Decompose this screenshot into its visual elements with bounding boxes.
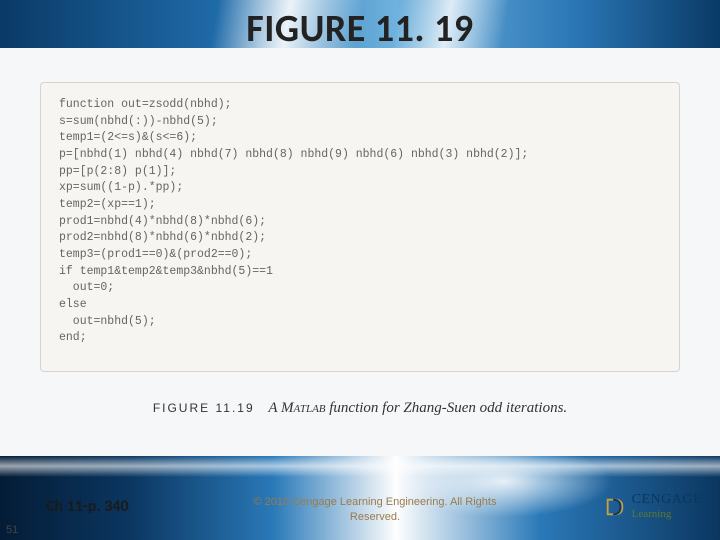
publisher-logo: CENGAGE Learning <box>604 493 702 520</box>
caption-matlab: Matlab <box>281 400 325 416</box>
chapter-reference: Ch 11-p. 340 <box>46 497 129 516</box>
code-panel: function out=zsodd(nbhd); s=sum(nbhd(:))… <box>40 82 680 372</box>
caption-rest: function for Zhang-Suen odd iterations. <box>326 400 568 416</box>
slide-title: FIGURE 11. 19 <box>0 6 720 52</box>
caption-prefix: A <box>268 400 281 416</box>
slide-number: 51 <box>6 524 18 536</box>
slide: FIGURE 11. 19 function out=zsodd(nbhd); … <box>0 0 720 540</box>
logo-brand: CENGAGE <box>632 492 702 507</box>
logo-icon <box>604 496 626 518</box>
code-listing: function out=zsodd(nbhd); s=sum(nbhd(:))… <box>59 97 661 347</box>
logo-sub: Learning <box>632 508 672 520</box>
logo-text: CENGAGE Learning <box>632 493 702 520</box>
footer: 51 Ch 11-p. 340 © 2010 Cengage Learning … <box>0 456 720 540</box>
caption-label: FIGURE 11.19 <box>153 401 255 415</box>
copyright-text: © 2010 Cengage Learning Engineering. All… <box>250 495 500 524</box>
figure-caption: FIGURE 11.19 A Matlab function for Zhang… <box>0 400 720 417</box>
